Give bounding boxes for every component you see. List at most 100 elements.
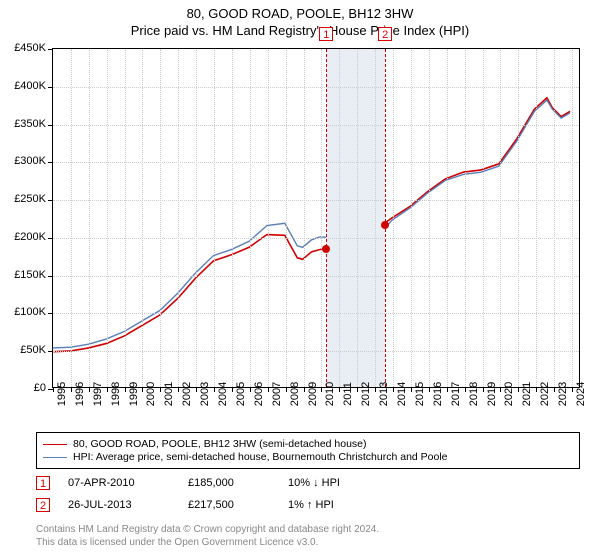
gridline-v (321, 49, 322, 387)
legend-item: 80, GOOD ROAD, POOLE, BH12 3HW (semi-det… (43, 438, 573, 450)
legend-swatch (43, 457, 67, 458)
sale-diff: 1% ↑ HPI (288, 499, 388, 511)
sale-marker: 1 (36, 476, 50, 490)
y-tick-label: £400K (14, 80, 46, 92)
y-tick (48, 238, 53, 239)
marker-label: 1 (319, 27, 333, 41)
footer-line2: This data is licensed under the Open Gov… (36, 537, 580, 550)
x-tick-label: 2021 (521, 382, 533, 406)
marker-label: 2 (378, 27, 392, 41)
gridline-v (196, 49, 197, 387)
y-tick (48, 276, 53, 277)
x-tick-label: 1998 (110, 382, 122, 406)
gridline-v (554, 49, 555, 387)
gridline-v (357, 49, 358, 387)
gridline-v (214, 49, 215, 387)
sale-price: £185,000 (188, 477, 288, 489)
x-tick-label: 2009 (307, 382, 319, 406)
y-tick-label: £200K (14, 231, 46, 243)
y-tick-label: £100K (14, 306, 46, 318)
y-tick-label: £250K (14, 193, 46, 205)
x-tick-label: 2012 (360, 382, 372, 406)
x-tick-label: 1995 (56, 382, 68, 406)
title-line1: 80, GOOD ROAD, POOLE, BH12 3HW (0, 6, 600, 21)
sale-diff: 10% ↓ HPI (288, 477, 388, 489)
x-tick-label: 2015 (414, 382, 426, 406)
gridline-v (178, 49, 179, 387)
x-tick-label: 2002 (181, 382, 193, 406)
chart-container: 80, GOOD ROAD, POOLE, BH12 3HW Price pai… (0, 0, 600, 560)
sale-row: 1 07-APR-2010£185,00010% ↓ HPI (36, 472, 580, 494)
sale-price: £217,500 (188, 499, 288, 511)
x-tick-label: 2007 (271, 382, 283, 406)
gridline-v (304, 49, 305, 387)
x-tick-label: 2010 (324, 382, 336, 406)
footer: Contains HM Land Registry data © Crown c… (36, 524, 580, 549)
y-tick-label: £50K (20, 344, 46, 356)
gridline-v (465, 49, 466, 387)
gridline-v (572, 49, 573, 387)
gridline-v (89, 49, 90, 387)
gridline-v (107, 49, 108, 387)
x-tick-label: 2024 (575, 382, 587, 406)
gridline-v (71, 49, 72, 387)
x-tick-label: 2013 (378, 382, 390, 406)
gridline-v (411, 49, 412, 387)
x-tick-label: 2000 (145, 382, 157, 406)
gridline-v (536, 49, 537, 387)
gridline-v (393, 49, 394, 387)
sale-date: 07-APR-2010 (68, 477, 188, 489)
sale-row: 2 26-JUL-2013£217,5001% ↑ HPI (36, 494, 580, 516)
x-tick-label: 2017 (450, 382, 462, 406)
x-tick-label: 1996 (74, 382, 86, 406)
y-tick (48, 125, 53, 126)
x-tick-label: 2019 (486, 382, 498, 406)
footer-line1: Contains HM Land Registry data © Crown c… (36, 524, 580, 537)
gridline-v (483, 49, 484, 387)
y-tick (48, 351, 53, 352)
y-tick-label: £300K (14, 155, 46, 167)
x-tick-label: 2005 (235, 382, 247, 406)
title-line2: Price paid vs. HM Land Registry's House … (0, 23, 600, 38)
gridline-v (500, 49, 501, 387)
y-tick (48, 162, 53, 163)
x-axis: 1995199619971998199920002001200220032004… (52, 392, 580, 432)
gridline-v (232, 49, 233, 387)
x-tick-label: 1999 (128, 382, 140, 406)
gridline-v (125, 49, 126, 387)
y-tick-label: £0 (34, 382, 46, 394)
x-tick-label: 2001 (163, 382, 175, 406)
sale-marker: 2 (36, 498, 50, 512)
x-tick-label: 2003 (199, 382, 211, 406)
gridline-v (339, 49, 340, 387)
x-tick-label: 2023 (557, 382, 569, 406)
x-tick-label: 2008 (289, 382, 301, 406)
y-tick (48, 49, 53, 50)
x-tick-label: 2004 (217, 382, 229, 406)
sales-table: 1 07-APR-2010£185,00010% ↓ HPI 2 26-JUL-201… (36, 472, 580, 516)
x-tick-label: 2018 (468, 382, 480, 406)
marker-line (385, 49, 386, 387)
legend-swatch (43, 444, 67, 445)
legend-item: HPI: Average price, semi-detached house,… (43, 451, 573, 463)
series-line-hpi (53, 100, 570, 348)
gridline-v (447, 49, 448, 387)
x-tick-label: 1997 (92, 382, 104, 406)
marker-band (326, 49, 385, 387)
y-tick (48, 313, 53, 314)
legend-label: HPI: Average price, semi-detached house,… (73, 451, 448, 463)
gridline-v (268, 49, 269, 387)
gridline-v (518, 49, 519, 387)
marker-line (326, 49, 327, 387)
sale-date: 26-JUL-2013 (68, 499, 188, 511)
plot-area: 12 (52, 48, 580, 388)
gridline-v (142, 49, 143, 387)
x-tick-label: 2011 (342, 382, 354, 406)
gridline-v (375, 49, 376, 387)
y-tick-label: £350K (14, 118, 46, 130)
gridline-v (286, 49, 287, 387)
y-axis: £0£50K£100K£150K£200K£250K£300K£350K£400… (0, 48, 50, 388)
x-tick-label: 2014 (396, 382, 408, 406)
y-tick (48, 200, 53, 201)
legend: 80, GOOD ROAD, POOLE, BH12 3HW (semi-det… (36, 432, 580, 469)
